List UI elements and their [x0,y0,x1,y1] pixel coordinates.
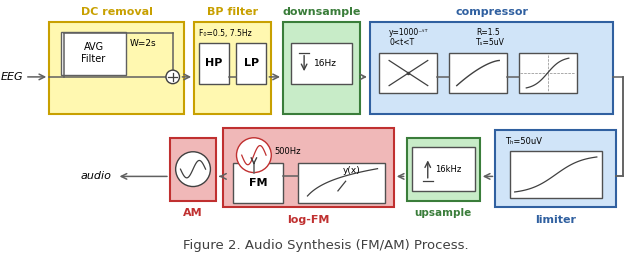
Text: F₀=0.5, 7.5Hz: F₀=0.5, 7.5Hz [199,29,252,38]
Text: 0<t<T: 0<t<T [389,38,414,47]
Text: 500Hz: 500Hz [274,147,301,156]
Text: y(x): y(x) [343,166,360,175]
Bar [199,43,229,84]
Bar [170,138,216,200]
Text: Filter: Filter [82,54,106,64]
Bar [283,22,360,114]
Bar [412,148,475,191]
Text: compressor: compressor [455,7,528,17]
Text: LP: LP [244,58,259,68]
Bar [519,53,576,93]
Bar [379,53,437,93]
Text: AVG: AVG [83,42,104,52]
Bar [236,43,267,84]
Bar [61,31,126,75]
Text: downsample: downsample [283,7,361,17]
Text: upsample: upsample [415,208,472,218]
Text: Tₕ=50uV: Tₕ=50uV [505,137,542,146]
Text: audio: audio [81,171,112,181]
Text: EEG: EEG [1,72,23,82]
Bar [49,22,185,114]
Bar [449,53,507,93]
Bar [370,22,613,114]
Text: W=2s: W=2s [130,39,156,48]
Circle shape [236,138,271,173]
Text: Tₛ=5uV: Tₛ=5uV [476,38,505,47]
Text: DC removal: DC removal [81,7,153,17]
Text: HP: HP [205,58,222,68]
Text: limiter: limiter [535,215,576,225]
Bar [233,163,283,204]
Text: 16kHz: 16kHz [435,165,462,174]
Text: AM: AM [183,208,203,218]
Text: y=1000⁻ᵗᵀ: y=1000⁻ᵗᵀ [389,28,428,37]
Bar [291,43,353,84]
Bar [495,130,616,207]
Text: FM: FM [248,178,267,188]
Bar [406,138,480,200]
Text: BP filter: BP filter [207,7,258,17]
Bar [298,163,386,204]
Text: 16Hz: 16Hz [313,59,337,68]
Circle shape [166,70,179,84]
Bar [223,128,394,207]
Circle shape [176,152,210,187]
Bar [194,22,271,114]
Text: log-FM: log-FM [288,215,330,225]
Text: Figure 2. Audio Synthesis (FM/AM) Process.: Figure 2. Audio Synthesis (FM/AM) Proces… [183,239,468,253]
Text: R=1.5: R=1.5 [476,28,500,37]
Bar [510,151,602,198]
